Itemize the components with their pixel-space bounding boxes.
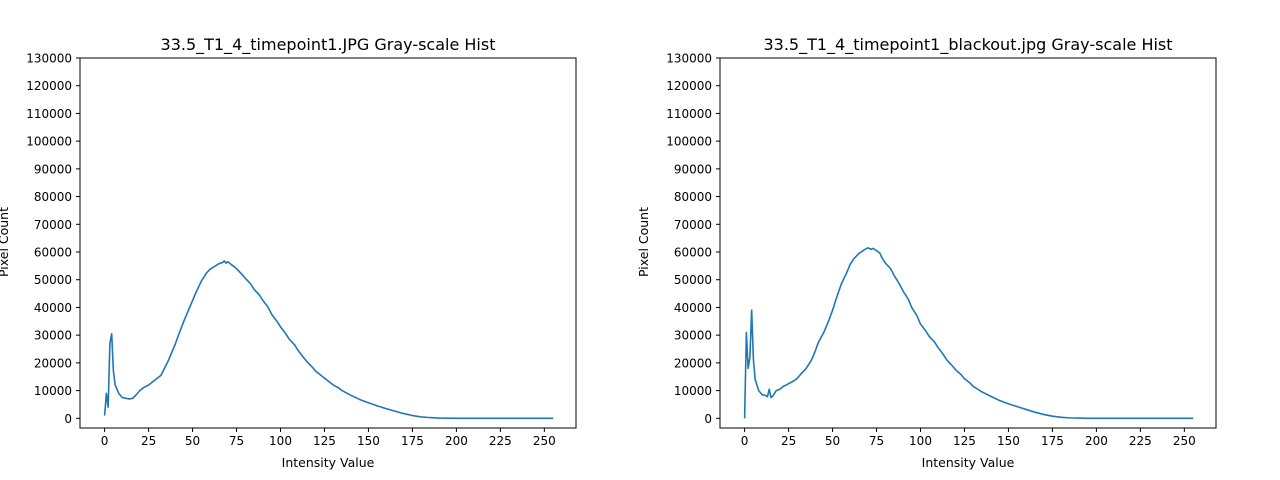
right-x-tick-label: 125 <box>953 434 976 448</box>
right-y-tick-label: 80000 <box>674 190 712 204</box>
left-histogram-panel: 33.5_T1_4_timepoint1.JPG Gray-scale Hist… <box>0 35 577 470</box>
left-x-tick-label: 125 <box>313 434 336 448</box>
right-histogram-panel: 33.5_T1_4_timepoint1_blackout.jpg Gray-s… <box>636 35 1217 470</box>
right-axis-ticks: 0 25 50 75 100 125 150 175 200 225 250 0 10000 20000 3… <box>666 52 1196 449</box>
left-y-tick-label: 50000 <box>34 273 72 287</box>
right-x-tick-label: 25 <box>781 434 796 448</box>
left-x-tick-label: 75 <box>229 434 244 448</box>
right-y-tick-label: 50000 <box>674 273 712 287</box>
right-chart-title: 33.5_T1_4_timepoint1_blackout.jpg Gray-s… <box>763 35 1172 55</box>
right-axes-frame <box>719 57 1217 429</box>
left-y-tick-label: 110000 <box>26 107 72 121</box>
right-x-tick-label: 75 <box>869 434 884 448</box>
right-y-tick-label: 130000 <box>666 52 712 66</box>
right-x-axis-label: Intensity Value <box>922 455 1015 470</box>
right-x-tick-label: 100 <box>909 434 932 448</box>
left-y-tick-label: 100000 <box>26 135 72 149</box>
left-axes-frame <box>79 57 577 429</box>
left-x-tick-label: 225 <box>489 434 512 448</box>
right-x-tick-label: 250 <box>1173 434 1196 448</box>
right-y-tick-label: 20000 <box>674 356 712 370</box>
left-x-axis-label: Intensity Value <box>282 455 375 470</box>
right-x-tick-label: 175 <box>1041 434 1064 448</box>
right-y-tick-label: 30000 <box>674 329 712 343</box>
left-x-tick-label: 175 <box>401 434 424 448</box>
left-y-tick-label: 20000 <box>34 356 72 370</box>
right-x-tick-label: 50 <box>825 434 840 448</box>
left-x-tick-label: 50 <box>185 434 200 448</box>
left-y-axis-label: Pixel Count <box>0 207 11 277</box>
left-plot-area <box>103 260 554 420</box>
right-x-tick-label: 150 <box>997 434 1020 448</box>
left-y-tick-label: 0 <box>64 412 72 426</box>
right-x-tick-label: 200 <box>1085 434 1108 448</box>
right-y-tick-label: 90000 <box>674 162 712 176</box>
right-y-tick-label: 0 <box>704 412 712 426</box>
right-y-tick-label: 70000 <box>674 218 712 232</box>
left-y-tick-label: 10000 <box>34 384 72 398</box>
left-chart-title: 33.5_T1_4_timepoint1.JPG Gray-scale Hist <box>161 35 496 55</box>
left-x-tick-label: 150 <box>357 434 380 448</box>
right-histogram-series-line <box>743 247 1194 420</box>
right-y-tick-label: 120000 <box>666 79 712 93</box>
left-y-tick-label: 130000 <box>26 52 72 66</box>
left-y-tick-label: 80000 <box>34 190 72 204</box>
left-y-tick-label: 90000 <box>34 162 72 176</box>
left-y-tick-label: 60000 <box>34 246 72 260</box>
right-y-tick-label: 60000 <box>674 246 712 260</box>
right-y-tick-label: 110000 <box>666 107 712 121</box>
right-x-tick-label: 0 <box>741 434 749 448</box>
left-y-tick-label: 70000 <box>34 218 72 232</box>
right-y-tick-label: 10000 <box>674 384 712 398</box>
right-y-tick-label: 100000 <box>666 135 712 149</box>
left-x-tick-label: 25 <box>141 434 156 448</box>
left-y-tick-label: 120000 <box>26 79 72 93</box>
right-x-tick-label: 225 <box>1129 434 1152 448</box>
left-histogram-series-line <box>103 260 554 420</box>
right-y-axis-label: Pixel Count <box>636 207 651 277</box>
left-x-tick-label: 200 <box>445 434 468 448</box>
left-x-tick-label: 250 <box>533 434 556 448</box>
right-plot-area <box>743 247 1194 420</box>
left-y-tick-label: 40000 <box>34 301 72 315</box>
left-x-tick-label: 100 <box>269 434 292 448</box>
left-axis-ticks: 0 25 50 75 100 125 150 175 200 225 250 0 10000 20000 3… <box>26 52 556 449</box>
left-x-tick-label: 0 <box>101 434 109 448</box>
left-y-tick-label: 30000 <box>34 329 72 343</box>
right-y-tick-label: 40000 <box>674 301 712 315</box>
